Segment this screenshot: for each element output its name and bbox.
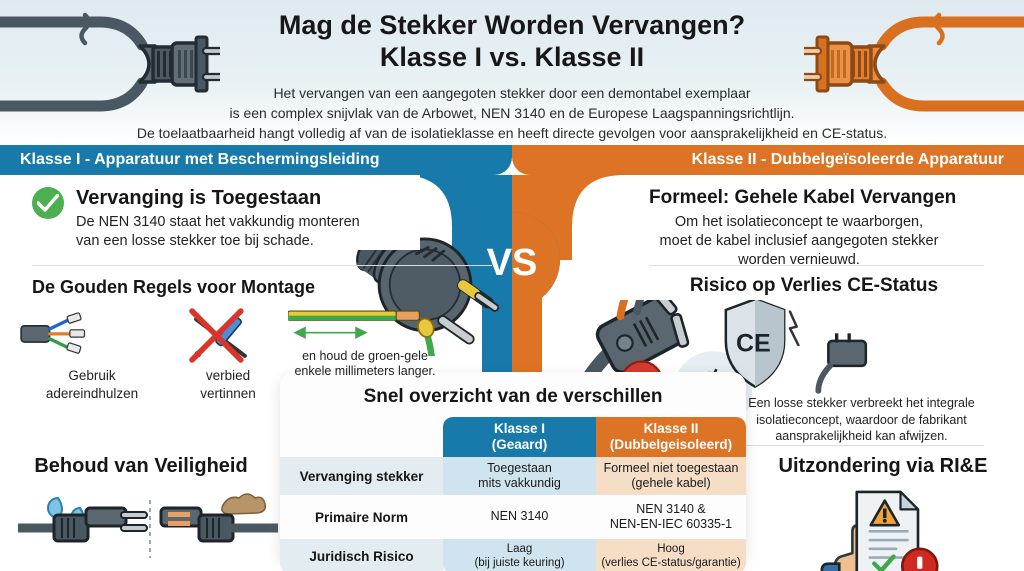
svg-text:CE: CE [736,330,771,358]
